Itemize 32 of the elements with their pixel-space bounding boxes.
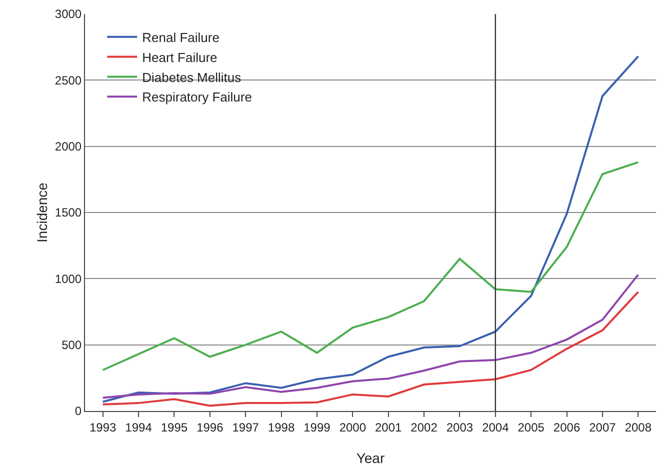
x-tick-label: 1999 bbox=[304, 420, 331, 434]
y-tick-label: 2000 bbox=[54, 140, 82, 154]
line-series bbox=[102, 161, 640, 371]
legend-label: Renal Failure bbox=[142, 30, 220, 45]
y-tick-label: 1000 bbox=[54, 272, 82, 286]
x-tick-label: 1998 bbox=[268, 420, 295, 434]
x-tick-label: 2004 bbox=[482, 420, 510, 434]
y-tick-label: 1500 bbox=[54, 206, 82, 220]
y-tick-label: 3000 bbox=[54, 7, 82, 22]
x-tick-label: 1995 bbox=[160, 420, 188, 434]
x-tick-label: 2003 bbox=[446, 420, 474, 434]
legend-label: Heart Failure bbox=[142, 50, 218, 65]
legend-label: Diabetes Mellitus bbox=[142, 70, 242, 85]
x-tick-label: 1994 bbox=[125, 420, 152, 434]
line-series bbox=[102, 290, 640, 407]
y-tick-label: 0 bbox=[74, 404, 82, 418]
x-axis-title: Year bbox=[356, 450, 385, 466]
x-tick-label: 2005 bbox=[518, 420, 545, 434]
x-tick-label: 2008 bbox=[624, 420, 652, 434]
x-tick-label: 2006 bbox=[553, 420, 580, 434]
x-tick-label: 2000 bbox=[339, 420, 366, 434]
x-tick-label: 2002 bbox=[410, 420, 438, 434]
y-axis-title: Incidence bbox=[34, 182, 50, 242]
y-tick-label: 500 bbox=[62, 338, 82, 352]
line-series bbox=[102, 274, 640, 399]
y-tick-label: 2500 bbox=[54, 73, 82, 88]
x-tick-label: 1996 bbox=[196, 420, 224, 434]
x-tick-label: 1997 bbox=[232, 420, 260, 434]
x-tick-label: 1993 bbox=[89, 420, 117, 434]
x-tick-label: 2007 bbox=[589, 420, 616, 434]
x-tick-label: 2001 bbox=[374, 420, 402, 434]
legend-label: Respiratory Failure bbox=[142, 90, 252, 105]
